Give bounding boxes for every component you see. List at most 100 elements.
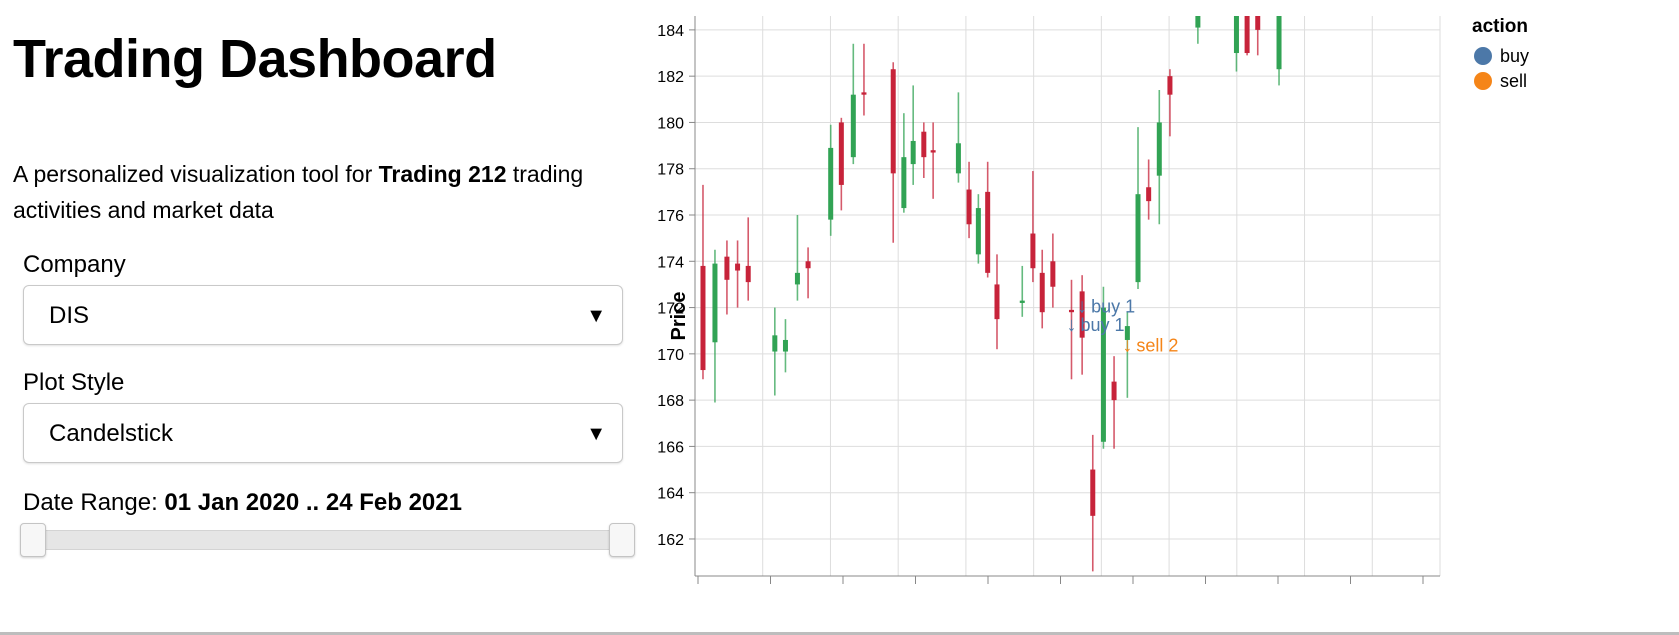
candle <box>901 113 907 213</box>
candle-body <box>1090 469 1096 516</box>
app-description: A personalized visualization tool for Tr… <box>13 156 613 228</box>
chart-grid <box>694 16 1441 576</box>
candle-body <box>955 143 961 174</box>
candle-body <box>930 150 936 153</box>
candle <box>921 122 927 178</box>
y-tick-label: 184 <box>657 23 684 40</box>
candle-body <box>921 131 927 158</box>
date-range-slider-track[interactable] <box>20 530 635 550</box>
chevron-down-icon: ▼ <box>586 305 606 327</box>
plot-style-select[interactable]: Candelstick ▼ <box>23 403 623 463</box>
legend-swatch-sell <box>1474 72 1492 90</box>
candle <box>890 62 896 243</box>
y-tick-label: 170 <box>657 347 684 364</box>
date-range-label: Date Range: 01 Jan 2020 .. 24 Feb 2021 <box>23 489 462 517</box>
date-range-value: 01 Jan 2020 .. 24 Feb 2021 <box>164 489 462 516</box>
candle-body <box>901 157 907 209</box>
plot-style-select-value: Candelstick <box>49 420 174 447</box>
candle <box>1124 312 1130 398</box>
candle <box>1039 249 1045 329</box>
candle-body <box>712 263 718 343</box>
candle-body <box>1030 233 1036 269</box>
candle <box>850 43 856 165</box>
candle-body <box>1124 326 1130 340</box>
date-range-end-handle[interactable] <box>609 523 635 557</box>
candle-body <box>1244 16 1250 54</box>
candle <box>828 124 834 236</box>
candle <box>1255 16 1261 56</box>
trade-annotation-label: buy 1 <box>1091 296 1135 316</box>
candle <box>1090 434 1096 572</box>
candle <box>745 217 751 301</box>
y-tick-label: 180 <box>657 115 684 132</box>
description-prefix: A personalized visualization tool for <box>13 161 379 187</box>
y-tick-label: 182 <box>657 69 684 86</box>
candle <box>1276 16 1282 86</box>
candle <box>1100 286 1106 449</box>
candle <box>994 254 1000 350</box>
candle <box>700 184 706 380</box>
trade-marker-arrow-icon: ↓ <box>1066 314 1076 336</box>
candle-body <box>1068 309 1074 313</box>
candle-body <box>805 261 811 269</box>
candle-body <box>794 272 800 285</box>
trade-annotation-label: buy 1 <box>1080 315 1124 335</box>
candle-body <box>985 191 991 273</box>
candle-body <box>1255 16 1261 30</box>
chevron-down-icon: ▼ <box>586 423 606 445</box>
candle <box>1167 69 1173 137</box>
y-tick-label: 172 <box>657 301 684 318</box>
y-tick-label: 174 <box>657 254 684 271</box>
candle-body <box>745 265 751 283</box>
candle <box>712 249 718 403</box>
y-tick-label: 176 <box>657 208 684 225</box>
candle <box>966 161 972 239</box>
description-suffix: trading activities and market data <box>13 161 584 223</box>
candle-body <box>850 94 856 158</box>
candle-body <box>861 92 867 95</box>
candle-body <box>1050 261 1056 287</box>
candle <box>861 43 867 116</box>
y-tick-label: 168 <box>657 393 684 410</box>
candle <box>1156 90 1162 225</box>
trade-annotations: ↓ buy 1↓ buy 1↓ sell 2 <box>1066 295 1178 356</box>
y-tick-label: 178 <box>657 162 684 179</box>
candle-body <box>782 339 788 352</box>
y-tick-label: 164 <box>657 486 684 503</box>
company-select[interactable]: DIS ▼ <box>23 285 623 345</box>
candle-body <box>1019 300 1025 303</box>
y-tick-label: 166 <box>657 439 684 456</box>
candle-body <box>838 122 844 185</box>
candle-body <box>1079 291 1085 338</box>
candle <box>772 307 778 396</box>
candle-body <box>966 189 972 225</box>
candle <box>1233 16 1239 72</box>
candle <box>1050 233 1056 308</box>
date-range-start-handle[interactable] <box>20 523 46 557</box>
candle <box>782 319 788 373</box>
candle-body <box>1111 381 1117 401</box>
y-tick-label: 162 <box>657 532 684 549</box>
candle <box>1019 265 1025 317</box>
y-axis-title: Price <box>668 292 690 341</box>
candle <box>1195 16 1201 44</box>
trade-annotation-label: sell 2 <box>1136 336 1178 356</box>
candle <box>985 161 991 278</box>
candle <box>724 240 730 315</box>
price-chart: ↓ buy 1↓ buy 1↓ sell 2 16216416616817017217… <box>657 16 1529 584</box>
candle <box>1244 16 1250 56</box>
trade-marker-arrow-icon: ↓ <box>1077 295 1087 317</box>
company-label: Company <box>23 251 126 278</box>
candle <box>805 247 811 299</box>
candle-body <box>1276 16 1282 70</box>
candle <box>838 117 844 211</box>
candle <box>735 240 741 308</box>
candle <box>1030 171 1036 283</box>
candle-body <box>1100 307 1106 442</box>
candle-body <box>1156 122 1162 176</box>
chart-axes: 162 164 166 168 170 172 174 176 178 180 182 184 <box>657 16 1440 584</box>
candle-body <box>890 69 896 174</box>
plot-style-label: Plot Style <box>23 369 125 396</box>
candle <box>1111 356 1117 449</box>
candle-body <box>700 265 706 371</box>
